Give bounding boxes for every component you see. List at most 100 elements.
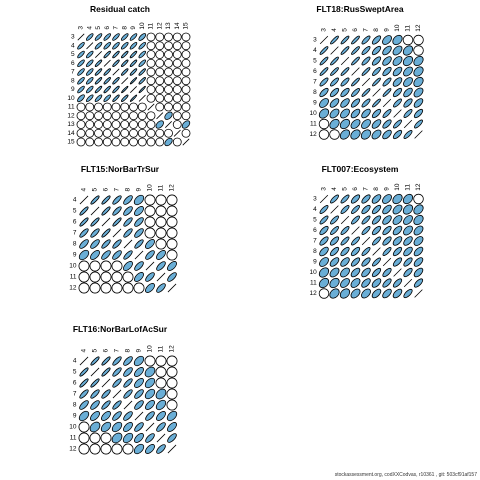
diagonal-mark xyxy=(167,444,177,454)
correlation-ellipse xyxy=(85,76,94,85)
correlation-ellipse xyxy=(90,228,100,238)
correlation-ellipse xyxy=(112,239,122,249)
correlation-ellipse xyxy=(129,59,138,67)
correlation-circle xyxy=(144,194,156,206)
row-label: 5 xyxy=(73,208,77,215)
diagonal-mark xyxy=(147,103,155,111)
correlation-circle xyxy=(402,34,414,46)
correlation-ellipse xyxy=(77,50,85,59)
correlation-circle xyxy=(102,111,112,121)
correlation-ellipse xyxy=(318,267,330,278)
correlation-circle xyxy=(146,85,156,94)
correlation-circle xyxy=(111,111,121,121)
correlation-circle xyxy=(76,102,86,112)
correlation-ellipse xyxy=(123,228,133,238)
correlation-circle xyxy=(85,120,95,129)
correlation-circle xyxy=(78,282,90,294)
diagonal-mark xyxy=(77,33,85,41)
row-label: 5 xyxy=(313,217,317,224)
correlation-ellipse xyxy=(382,88,392,97)
correlation-ellipse xyxy=(392,278,403,288)
row-label: 7 xyxy=(313,79,317,86)
correlation-ellipse xyxy=(103,94,112,103)
correlation-circle xyxy=(181,85,191,94)
column-label: 8 xyxy=(125,349,132,353)
correlation-ellipse xyxy=(413,108,424,119)
correlation-ellipse xyxy=(413,257,424,267)
correlation-ellipse xyxy=(79,389,89,399)
correlation-ellipse xyxy=(351,205,360,214)
correlation-ellipse xyxy=(112,206,122,216)
correlation-circle xyxy=(78,432,90,444)
diagonal-mark xyxy=(340,215,350,225)
correlation-ellipse xyxy=(103,41,112,50)
correlation-ellipse xyxy=(350,119,361,129)
correlation-ellipse xyxy=(103,77,111,85)
correlation-ellipse xyxy=(340,246,350,257)
correlation-ellipse xyxy=(134,239,144,249)
correlation-circle xyxy=(137,128,147,138)
correlation-circle xyxy=(166,216,178,228)
column-label: 11 xyxy=(158,184,165,191)
correlation-ellipse xyxy=(156,411,166,421)
correlation-ellipse xyxy=(103,85,111,94)
correlation-circle xyxy=(181,128,191,138)
row-label: 12 xyxy=(69,446,77,453)
correlation-ellipse xyxy=(413,246,424,257)
correlation-circle xyxy=(120,120,130,129)
correlation-ellipse xyxy=(361,215,371,225)
correlation-ellipse xyxy=(90,378,100,388)
correlation-circle xyxy=(164,93,173,103)
correlation-circle xyxy=(155,85,165,94)
correlation-circle xyxy=(164,76,173,86)
correlation-ellipse xyxy=(77,59,85,68)
diagonal-mark xyxy=(393,109,402,118)
correlation-ellipse xyxy=(361,67,371,76)
correlation-ellipse xyxy=(129,77,138,85)
correlation-circle xyxy=(89,443,101,455)
column-label: 9 xyxy=(384,187,391,191)
correlation-ellipse xyxy=(318,277,330,289)
correlation-ellipse xyxy=(112,85,120,94)
correlation-ellipse xyxy=(94,41,103,50)
correlation-circle xyxy=(94,120,103,129)
diagonal-mark xyxy=(319,35,329,45)
correlation-ellipse xyxy=(112,94,120,102)
correlation-ellipse xyxy=(101,356,111,366)
correlation-circle xyxy=(111,128,121,138)
correlation-ellipse xyxy=(129,33,138,41)
correlation-ellipse xyxy=(340,35,350,45)
correlation-ellipse xyxy=(340,98,350,108)
correlation-ellipse xyxy=(382,288,392,299)
correlation-ellipse xyxy=(403,246,413,257)
row-label: 14 xyxy=(67,130,75,137)
correlation-ellipse xyxy=(79,378,89,388)
correlation-ellipse xyxy=(361,288,371,299)
diagonal-mark xyxy=(330,46,339,55)
correlation-ellipse xyxy=(112,50,120,59)
diagonal-mark xyxy=(156,272,166,282)
correlation-ellipse xyxy=(339,118,351,130)
row-label: 10 xyxy=(69,263,77,270)
diagonal-mark xyxy=(134,250,144,260)
correlation-ellipse xyxy=(392,193,403,205)
correlation-circle xyxy=(164,102,173,112)
row-label: 3 xyxy=(313,196,317,203)
correlation-circle xyxy=(102,128,112,138)
correlation-ellipse xyxy=(330,35,339,45)
correlation-ellipse xyxy=(351,56,360,66)
correlation-circle xyxy=(155,355,167,367)
correlation-ellipse xyxy=(78,249,90,261)
correlation-ellipse xyxy=(101,389,111,399)
correlation-ellipse xyxy=(145,272,155,282)
correlation-ellipse xyxy=(403,267,413,278)
panel-title: FLT15:NorBarTrSur xyxy=(81,164,160,174)
correlation-ellipse xyxy=(329,246,340,257)
correlation-circle xyxy=(78,271,90,283)
correlation-circle xyxy=(155,205,167,217)
panel-title: FLT007:Ecosystem xyxy=(322,164,399,174)
diagonal-mark xyxy=(414,289,423,298)
correlation-ellipse xyxy=(361,204,371,215)
correlation-ellipse xyxy=(330,56,339,66)
